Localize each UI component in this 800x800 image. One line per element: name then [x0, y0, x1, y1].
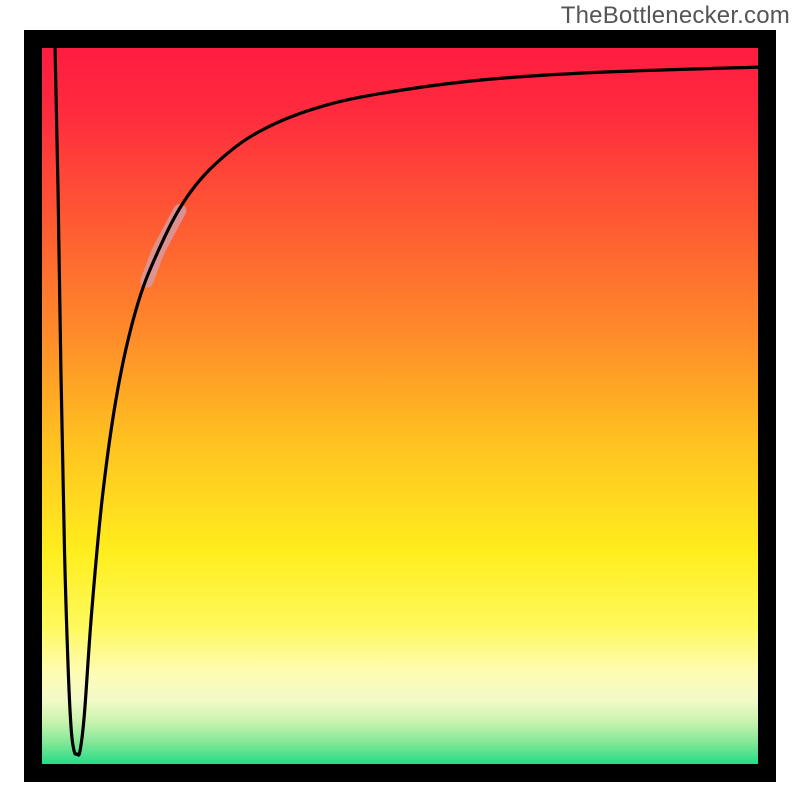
chart-background-gradient — [33, 39, 767, 773]
watermark-text: TheBottlenecker.com — [561, 2, 790, 30]
bottleneck-chart — [0, 0, 800, 800]
